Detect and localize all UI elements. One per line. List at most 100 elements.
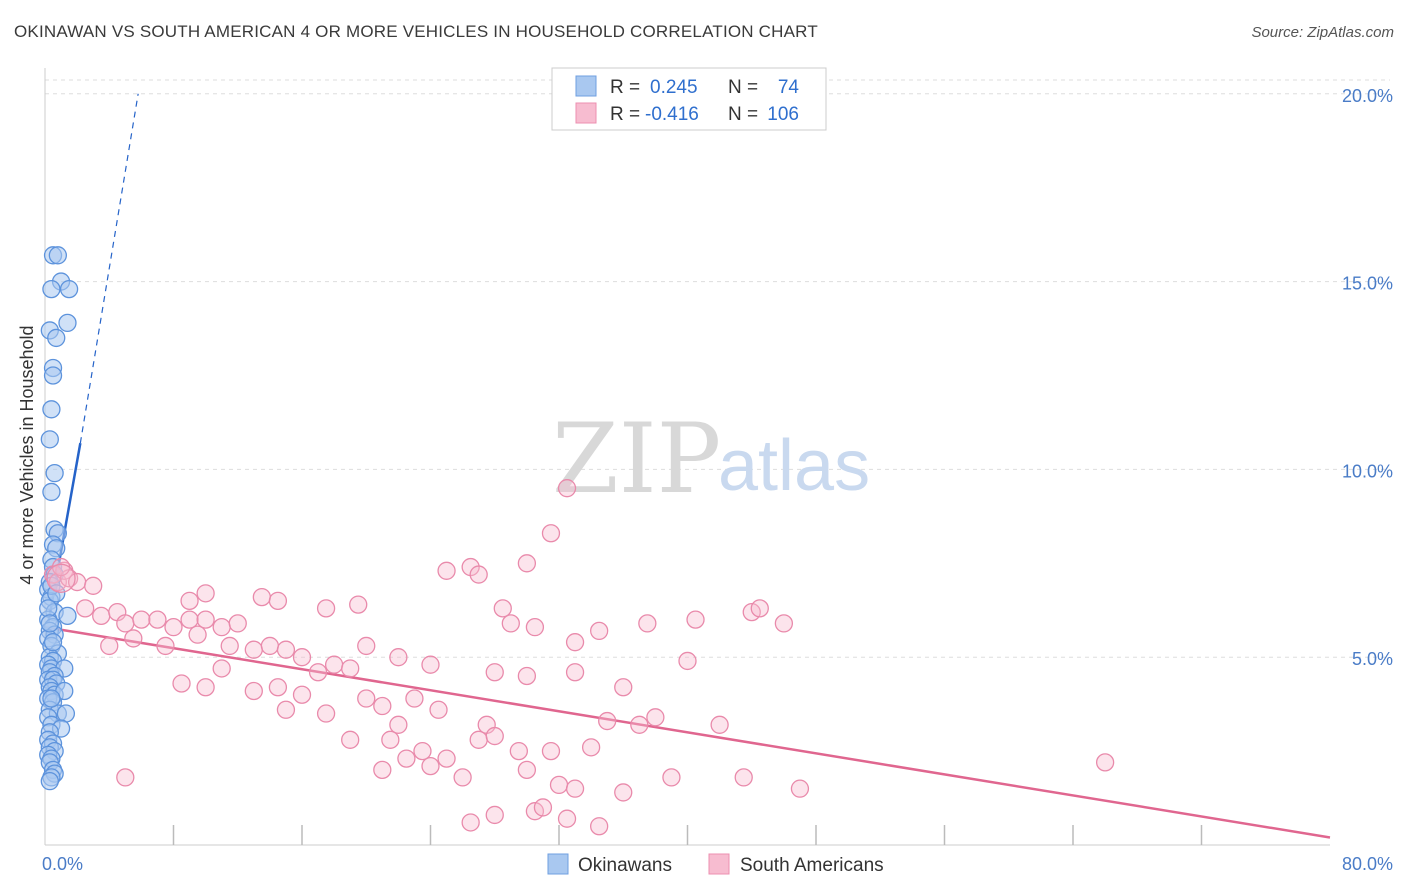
south-american-point — [381, 730, 400, 749]
south-american-point — [252, 587, 271, 607]
south-american-point — [389, 715, 408, 734]
south-american-point — [341, 659, 360, 678]
okinawan-point — [42, 400, 61, 419]
legend-top-n-value-okinawans: 74 — [778, 77, 800, 98]
legend-top-n-label-south-americans: N = — [728, 104, 758, 125]
south-american-point — [662, 768, 681, 787]
points-layer — [39, 246, 1115, 836]
south-american-point — [357, 636, 376, 656]
legend-bottom-swatch-south-americans — [708, 853, 730, 875]
south-american-point — [493, 599, 512, 618]
south-american-point — [517, 760, 537, 780]
legend-top-swatch-south-americans — [575, 102, 597, 124]
south-american-point — [557, 479, 577, 498]
south-american-point — [541, 741, 561, 761]
okinawan-trend-line-extension — [79, 93, 139, 444]
south-american-point — [148, 610, 167, 629]
south-american-point — [180, 591, 199, 611]
legend-top-box — [551, 67, 827, 131]
okinawan-point — [47, 328, 66, 348]
south-american-point — [437, 749, 456, 768]
south-american-point — [565, 663, 585, 682]
south-american-point — [549, 775, 569, 795]
south-american-point — [469, 565, 488, 584]
okinawan-point — [40, 771, 59, 791]
okinawan-point — [39, 599, 58, 618]
south-american-point — [132, 610, 151, 629]
south-american-point — [774, 614, 794, 633]
watermark-atlas: atlas — [718, 426, 870, 506]
south-american-point — [324, 655, 344, 674]
chart-source: Source: ZipAtlas.com — [1251, 24, 1394, 41]
south-american-point — [485, 726, 504, 746]
legend-bottom: Okinawans South Americans — [547, 853, 884, 876]
south-american-point — [268, 678, 288, 697]
legend-top-r-value-okinawans: 0.245 — [650, 77, 698, 98]
legend-bottom-label-south-americans: South Americans — [740, 855, 884, 876]
south-american-point — [413, 741, 432, 761]
okinawan-point — [48, 246, 67, 265]
okinawan-point — [43, 633, 63, 652]
south-american-point — [373, 760, 392, 780]
south-american-point — [590, 817, 609, 836]
okinawan-point — [42, 482, 61, 502]
south-american-point — [172, 674, 191, 693]
okinawan-point — [58, 606, 77, 626]
south-american-point — [46, 563, 76, 593]
okinawan-point — [59, 279, 79, 299]
south-american-point — [341, 730, 360, 749]
y-tick-label: 15.0% — [1342, 274, 1393, 294]
south-american-point — [244, 640, 263, 659]
south-american-point — [790, 779, 810, 798]
south-american-point — [437, 561, 456, 580]
south-american-point — [308, 663, 328, 682]
south-american-point — [48, 572, 67, 592]
south-american-point — [421, 756, 440, 776]
south-american-point — [734, 768, 753, 787]
south-american-point — [76, 599, 95, 618]
south-american-point — [541, 524, 561, 543]
south-american-point — [581, 738, 601, 757]
south-american-point — [156, 636, 175, 656]
legend-bottom-swatch-okinawans — [547, 853, 569, 875]
legend-top-r-label-okinawans: R = — [610, 77, 640, 98]
legend-top-r-value-south-americans: -0.416 — [645, 104, 699, 125]
south-american-point — [598, 711, 617, 731]
south-american-point — [421, 655, 440, 674]
south-american-point — [220, 636, 239, 656]
south-american-point — [212, 659, 231, 678]
south-american-point — [485, 663, 504, 682]
watermark: ZIP atlas — [552, 403, 870, 515]
south-american-point — [678, 651, 697, 671]
south-american-point — [116, 614, 135, 633]
south-american-point — [116, 768, 135, 787]
south-american-point — [244, 681, 263, 701]
x-tick-label-min: 0.0% — [42, 854, 83, 874]
south-american-point — [84, 576, 103, 595]
south-american-point — [316, 704, 336, 723]
south-american-point — [517, 666, 537, 686]
legend-top-r-label-south-americans: R = — [610, 104, 640, 125]
south-american-point — [638, 614, 657, 633]
south-american-point — [429, 700, 448, 719]
south-american-point — [509, 741, 528, 761]
okinawan-point — [58, 313, 77, 333]
south-american-point — [750, 599, 769, 618]
south-american-point — [461, 813, 480, 832]
south-american-point — [92, 606, 111, 626]
south-american-point — [614, 783, 633, 802]
south-american-point — [533, 798, 553, 817]
south-american-point — [397, 749, 416, 768]
south-american-point — [196, 678, 215, 697]
south-american-point — [228, 614, 247, 633]
okinawan-point — [40, 614, 59, 633]
south-american-point — [517, 554, 537, 573]
legend-top-swatch-okinawans — [575, 75, 597, 97]
south-american-point — [485, 805, 504, 825]
south-american-point — [590, 621, 609, 641]
watermark-zip: ZIP — [552, 403, 721, 515]
okinawan-point — [42, 689, 61, 708]
legend-bottom-label-okinawans: Okinawans — [578, 855, 672, 876]
south-american-point — [196, 610, 215, 629]
okinawan-point — [43, 366, 63, 385]
